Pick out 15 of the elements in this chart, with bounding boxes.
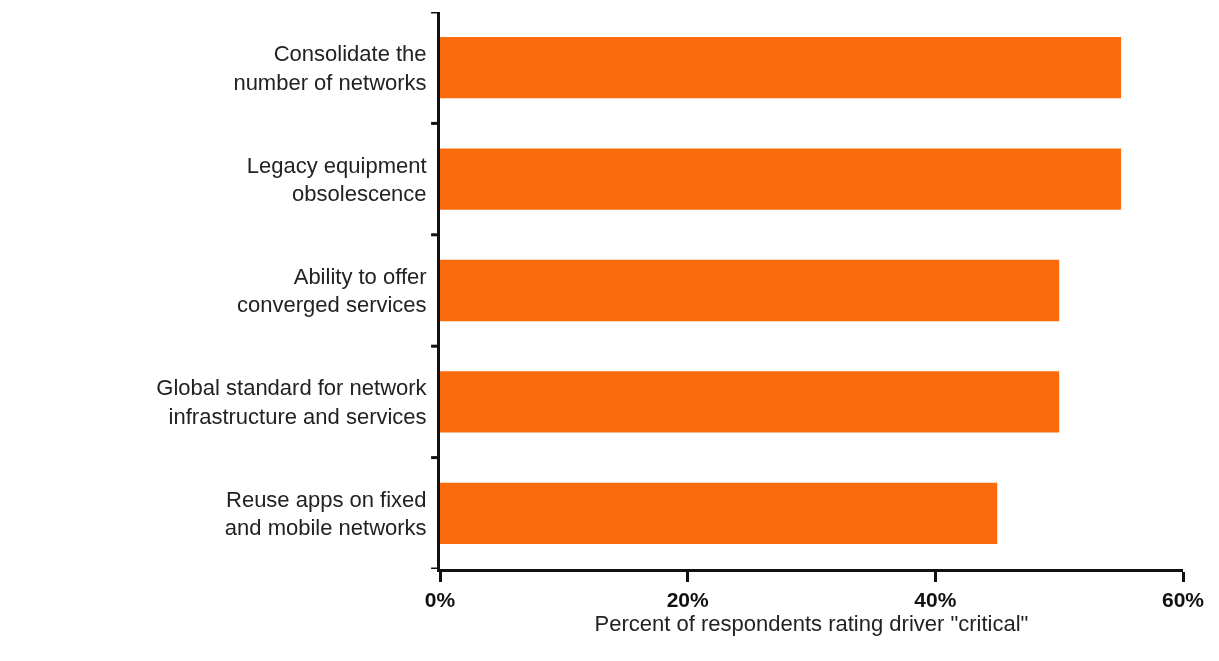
y-tick-label: Ability to offer converged services: [237, 263, 427, 318]
x-tick-label: 60%: [1161, 588, 1205, 612]
bar: [440, 371, 1060, 433]
x-tick-label: 0%: [424, 588, 456, 612]
x-axis-title: Percent of respondents rating driver "critical": [594, 611, 1029, 637]
y-tick-label: Consolidate the number of networks: [233, 41, 427, 95]
bar: [440, 148, 1122, 210]
x-tick-label: 20%: [666, 588, 710, 612]
y-tick-label: Reuse apps on fixed and mobile networks: [224, 486, 427, 541]
y-tick-label: Global standard for network infrastructure and services: [156, 375, 428, 429]
bar: [440, 482, 998, 544]
bar: [440, 37, 1122, 99]
x-tick-label: 40%: [914, 588, 957, 612]
y-tick-label: Legacy equipment obsolescence: [246, 152, 427, 207]
bar: [440, 259, 1060, 322]
